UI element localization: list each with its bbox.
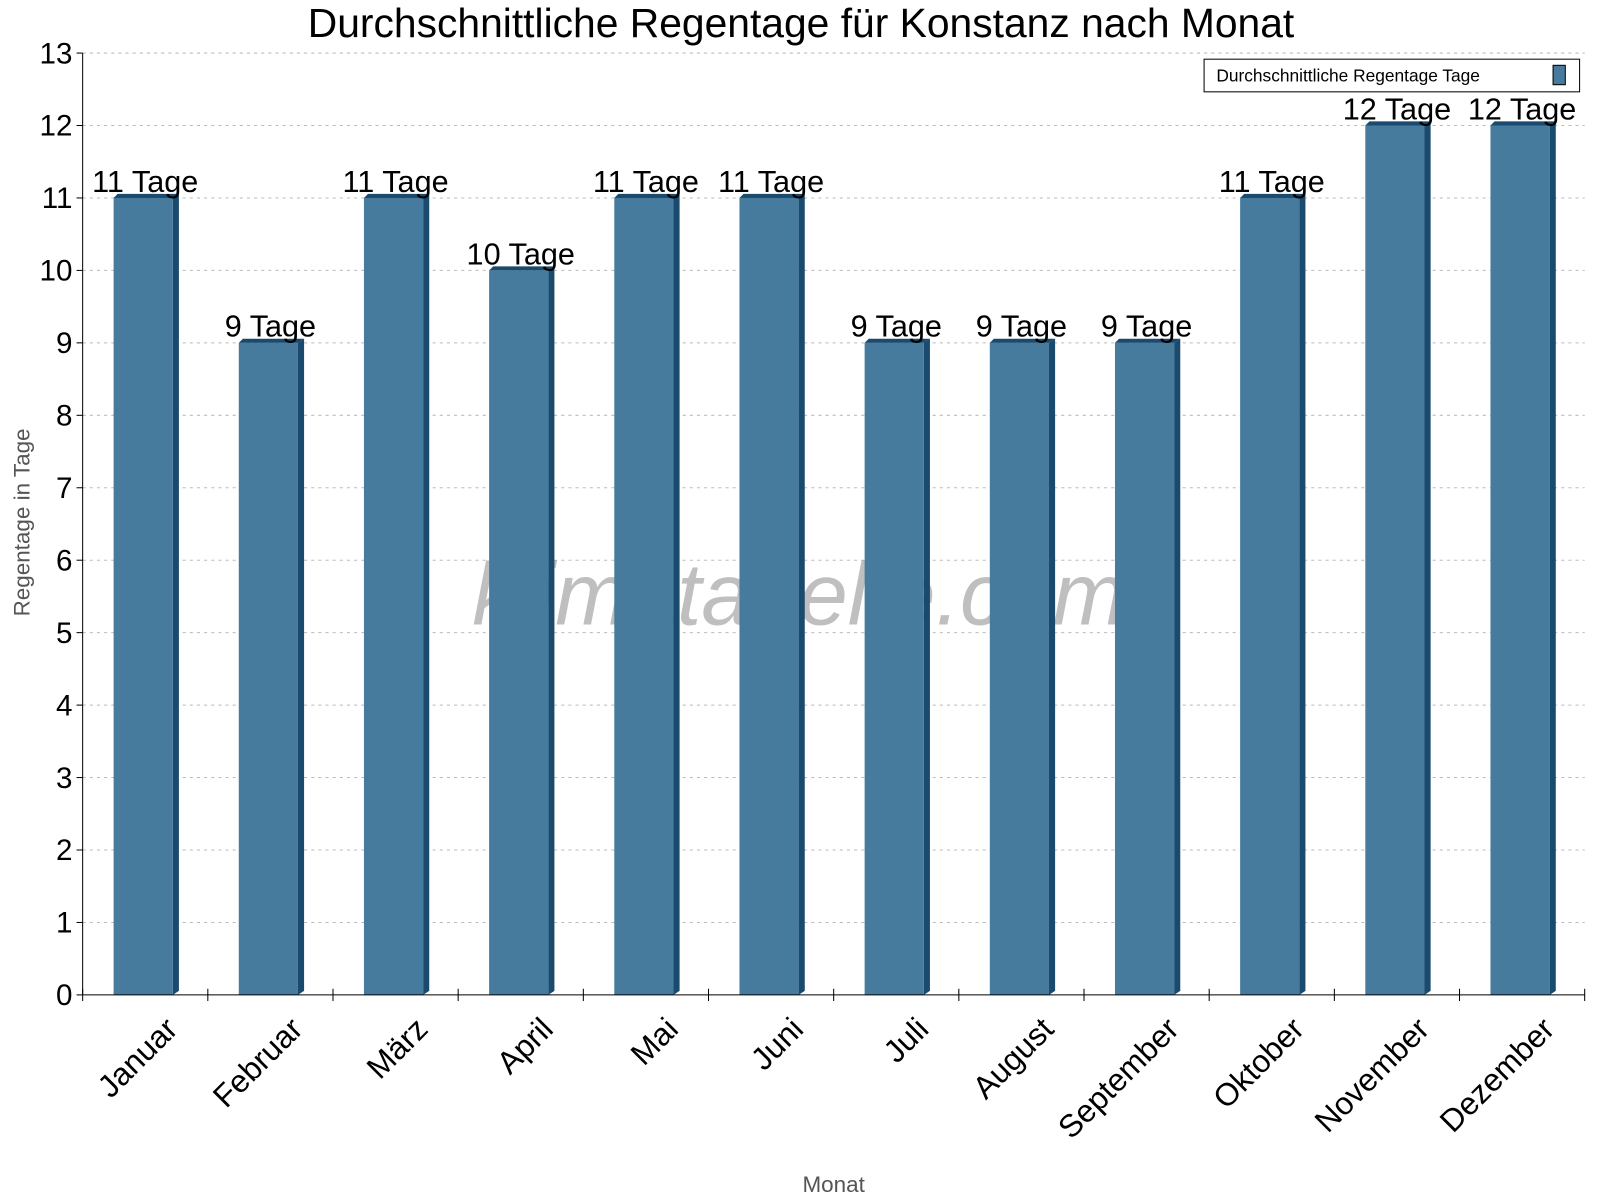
data-label: 9 Tage — [1101, 310, 1192, 344]
data-label: 11 Tage — [1219, 165, 1325, 199]
bar — [1365, 125, 1425, 995]
data-label: 9 Tage — [976, 310, 1067, 344]
bar — [989, 342, 1049, 995]
y-axis-label: Regentage in Tage — [10, 428, 35, 616]
bar — [1240, 197, 1300, 995]
bar-top — [238, 338, 305, 343]
bar-top — [1240, 193, 1306, 198]
y-tick-label: 3 — [56, 762, 72, 795]
x-tick-label: September — [1051, 1010, 1186, 1145]
x-tick-label: April — [490, 1010, 560, 1080]
y-tick-label: 2 — [56, 834, 72, 867]
x-axis-label: Monat — [802, 1172, 865, 1197]
x-tick-label: Mai — [623, 1010, 684, 1071]
y-tick-label: 1 — [56, 907, 72, 940]
bar-side — [423, 193, 430, 995]
bar-side — [798, 193, 805, 995]
y-tick-label: 7 — [56, 472, 72, 505]
y-tick-label: 11 — [42, 182, 73, 215]
data-label: 11 Tage — [92, 165, 198, 199]
data-label: 12 Tage — [1343, 92, 1451, 126]
bar-top — [989, 338, 1056, 343]
bar-top — [614, 193, 680, 198]
bar-side — [1174, 338, 1181, 995]
bar-top — [1365, 121, 1431, 126]
y-tick-label: 13 — [40, 37, 73, 70]
bar — [864, 342, 924, 995]
y-tick-label: 4 — [56, 689, 72, 722]
bar-side — [1424, 121, 1431, 995]
bar-top — [739, 193, 805, 198]
data-label: 9 Tage — [851, 310, 942, 344]
bar-side — [923, 338, 930, 995]
data-label: 12 Tage — [1468, 92, 1576, 126]
y-tick-label: 10 — [40, 255, 73, 288]
x-tick-label: Oktober — [1206, 1010, 1311, 1115]
bar-top — [1490, 121, 1556, 126]
y-tick-label: 6 — [56, 544, 72, 577]
gridlines — [82, 52, 1585, 923]
chart-title: Durchschnittliche Regentage für Konstanz… — [308, 0, 1295, 46]
y-tick-label: 9 — [56, 327, 72, 360]
bar — [113, 197, 173, 995]
x-tick-label: März — [359, 1010, 434, 1085]
x-tick-label: August — [965, 1010, 1060, 1105]
x-tick-label: Dezember — [1432, 1010, 1561, 1139]
data-label: 10 Tage — [467, 237, 575, 271]
bar-top — [864, 338, 930, 343]
bar-side — [673, 193, 680, 995]
y-tick-label: 12 — [40, 110, 73, 143]
bar-top — [113, 193, 179, 198]
x-tick-label: Juli — [876, 1010, 935, 1069]
bars — [113, 121, 1556, 995]
legend-label: Durchschnittliche Regentage Tage — [1216, 66, 1480, 86]
legend-swatch — [1552, 64, 1566, 86]
bar-side — [1048, 338, 1056, 995]
bar-side — [548, 266, 555, 995]
x-tick-label: Juni — [744, 1010, 810, 1076]
bar-side — [172, 193, 179, 995]
bar-top — [363, 193, 430, 198]
y-tick-label: 5 — [56, 617, 72, 650]
bar — [614, 197, 674, 995]
bar-side — [297, 338, 305, 995]
bar-top — [1114, 338, 1181, 343]
bar-side — [1549, 121, 1556, 995]
data-label: 11 Tage — [718, 165, 824, 199]
data-label: 11 Tage — [343, 165, 449, 199]
data-label: 9 Tage — [225, 310, 316, 344]
x-tick-label: November — [1307, 1010, 1436, 1139]
data-labels: 11 Tage 9 Tage 11 Tage 10 Tage 11 Tage 11 Tag… — [92, 92, 1576, 343]
legend: Durchschnittliche Regentage Tage — [1203, 58, 1581, 93]
x-tick-label: Januar — [90, 1010, 184, 1104]
y-tick-label: 0 — [56, 979, 72, 1012]
bar — [1490, 125, 1550, 995]
y-tick-label: 8 — [56, 400, 72, 433]
bar-side — [1299, 193, 1306, 995]
bar — [1114, 342, 1175, 995]
data-label: 11 Tage — [593, 165, 699, 199]
x-tick-label: Februar — [206, 1010, 310, 1114]
bar — [739, 197, 799, 995]
legend-box — [1203, 58, 1581, 93]
bar-top — [489, 266, 555, 271]
bar — [363, 197, 424, 995]
bar — [238, 342, 298, 995]
bar — [489, 270, 549, 995]
